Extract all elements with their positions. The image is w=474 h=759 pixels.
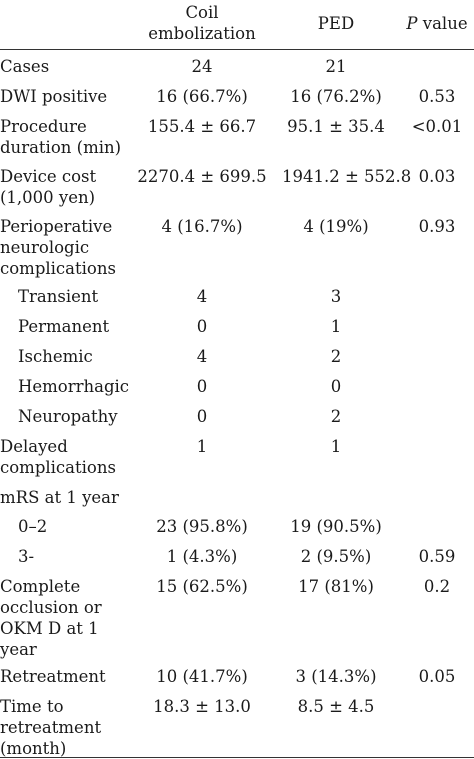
row-label-line: mRS at 1 year	[0, 488, 119, 507]
row-label-line: Cases	[0, 57, 50, 76]
ped-value: 1941.2 ± 552.8	[282, 167, 412, 186]
row-label-line: Ischemic	[18, 347, 93, 366]
row-label-line: DWI positive	[0, 87, 108, 106]
row-label-line: complications	[0, 259, 116, 278]
row-label: Procedure duration (min)	[0, 116, 148, 158]
row-label-line: OKM D at 1	[0, 619, 99, 638]
row-label: Ischemic	[18, 346, 148, 367]
header-coil-embolization: Coil embolization	[145, 2, 259, 44]
coil-value: 155.4 ± 66.7	[147, 117, 257, 136]
row-label: Neuropathy	[18, 406, 148, 427]
coil-value: 4 (16.7%)	[161, 217, 243, 236]
coil-value: 0	[196, 377, 208, 396]
row-label: 3-	[18, 546, 148, 567]
coil-value: 23 (95.8%)	[156, 517, 248, 536]
p-value: 0.93	[418, 217, 456, 236]
ped-value: 3	[330, 287, 342, 306]
row-label: mRS at 1 year	[0, 487, 148, 508]
coil-value: 15 (62.5%)	[156, 577, 248, 596]
row-label: Retreatment	[0, 666, 148, 687]
row-label: Transient	[18, 286, 148, 307]
p-value: 0.03	[418, 167, 456, 186]
header-p-value: P value	[400, 13, 474, 34]
coil-value: 4	[196, 347, 208, 366]
row-label-line: retreatment	[0, 718, 102, 737]
row-label-line: complications	[0, 458, 116, 477]
p-value: 0.2	[423, 577, 451, 596]
row-label: Permanent	[18, 316, 148, 337]
ped-value: 16 (76.2%)	[290, 87, 382, 106]
ped-value: 2	[330, 407, 342, 426]
coil-value: 1 (4.3%)	[166, 547, 238, 566]
coil-value: 2270.4 ± 699.5	[137, 167, 267, 186]
coil-value: 4	[196, 287, 208, 306]
ped-value: 19 (90.5%)	[290, 517, 382, 536]
header-ped: PED	[317, 14, 355, 33]
ped-value: 1	[330, 317, 342, 336]
table-header: Coil embolization PED P value	[0, 0, 474, 49]
row-label: Complete occlusion or OKM D at 1 year	[0, 576, 148, 660]
header-p-word: value	[422, 14, 468, 33]
row-label-line: Perioperative	[0, 217, 113, 236]
row-label-line: 3-	[18, 547, 35, 566]
header-coil-line2: embolization	[148, 24, 256, 43]
row-label: Cases	[0, 56, 148, 77]
p-value: 0.53	[418, 87, 456, 106]
row-label: Delayed complications	[0, 436, 148, 478]
row-label-line: occlusion or	[0, 598, 102, 617]
coil-value: 0	[196, 407, 208, 426]
ped-value: 17 (81%)	[298, 577, 374, 596]
ped-value: 1	[330, 437, 342, 456]
ped-value: 0	[330, 377, 342, 396]
row-label-line: (1,000 yen)	[0, 188, 96, 207]
row-label: 0–2	[18, 516, 148, 537]
p-value: 0.59	[418, 547, 456, 566]
row-label-line: duration (min)	[0, 138, 122, 157]
row-label-line: Permanent	[18, 317, 110, 336]
ped-value: 3 (14.3%)	[295, 667, 377, 686]
coil-value: 1	[196, 437, 208, 456]
coil-value: 0	[196, 317, 208, 336]
row-label-line: Hemorrhagic	[18, 377, 130, 396]
row-label-line: Retreatment	[0, 667, 106, 686]
row-label: Perioperative neurologic complications	[0, 216, 148, 279]
ped-value: 8.5 ± 4.5	[297, 697, 375, 716]
row-label: Time to retreatment (month)	[0, 696, 148, 759]
row-label-line: year	[0, 640, 37, 659]
p-value: <0.01	[411, 117, 463, 136]
row-label-line: Complete	[0, 577, 81, 596]
row-label-line: Device cost	[0, 167, 97, 186]
ped-value: 95.1 ± 35.4	[287, 117, 385, 136]
header-rule	[0, 49, 474, 50]
row-label-line: Procedure	[0, 117, 87, 136]
header-p-symbol: P	[406, 14, 418, 33]
ped-value: 4 (19%)	[303, 217, 369, 236]
row-label: DWI positive	[0, 86, 148, 107]
coil-value: 24	[191, 57, 213, 76]
row-label: Device cost (1,000 yen)	[0, 166, 148, 208]
coil-value: 18.3 ± 13.0	[153, 697, 251, 716]
ped-value: 2	[330, 347, 342, 366]
header-coil-line1: Coil	[185, 3, 219, 22]
row-label: Hemorrhagic	[18, 376, 148, 397]
row-label-line: Neuropathy	[18, 407, 118, 426]
row-label-line: 0–2	[18, 517, 48, 536]
row-label-line: Transient	[18, 287, 99, 306]
p-value: 0.05	[418, 667, 456, 686]
row-label-line: neurologic	[0, 238, 90, 257]
ped-value: 21	[325, 57, 347, 76]
coil-value: 16 (66.7%)	[156, 87, 248, 106]
row-label-line: (month)	[0, 739, 67, 758]
ped-value: 2 (9.5%)	[300, 547, 372, 566]
coil-value: 10 (41.7%)	[156, 667, 248, 686]
row-label-line: Time to	[0, 697, 64, 716]
row-label-line: Delayed	[0, 437, 68, 456]
